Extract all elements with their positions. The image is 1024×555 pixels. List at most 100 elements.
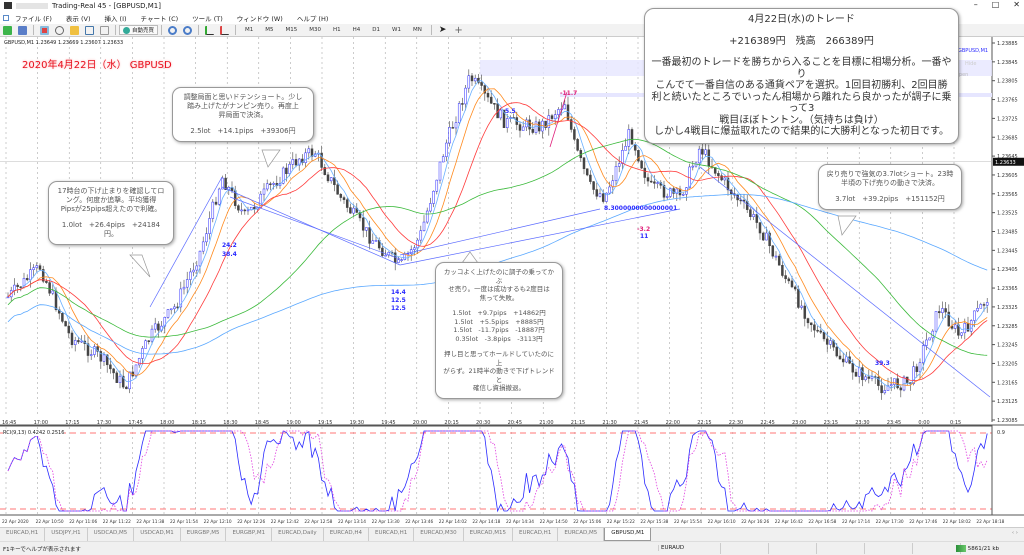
bear-candle	[368, 227, 371, 244]
tab-eurgbp-m1[interactable]: EURGBP,M1	[226, 528, 273, 541]
chart-window[interactable]: 1.23885 1.23845 1.23805 1.23765 1.23725 1.236…	[0, 8, 1024, 527]
bull-candle	[246, 209, 250, 212]
timeframe-m5[interactable]: M5	[265, 27, 274, 33]
close-button[interactable]: ✕	[1013, 0, 1020, 9]
tab-usdjpy-h1[interactable]: USDJPY,H1	[45, 528, 88, 541]
tab-eurcad-m30[interactable]: EURCAD,M30	[414, 528, 464, 541]
cursor-tool-icon[interactable]: ➤	[438, 25, 447, 35]
bull-candle	[963, 323, 967, 334]
bull-candle	[150, 328, 154, 342]
bear-candle	[672, 188, 675, 194]
terminal-icon[interactable]	[85, 25, 94, 35]
tab-usdcad-m1[interactable]: USDCAD,M1	[134, 528, 181, 541]
bull-candle	[928, 337, 931, 341]
tester-icon[interactable]	[100, 25, 109, 35]
bear-candle	[576, 139, 579, 151]
bear-candle	[320, 152, 323, 168]
timeframe-w1[interactable]: W1	[392, 27, 401, 33]
bear-candle	[45, 281, 48, 283]
menu-window[interactable]: ウィンドウ (W)	[236, 14, 283, 23]
profiles-icon[interactable]	[18, 25, 27, 35]
menu-chart[interactable]: チャート (C)	[140, 14, 179, 23]
separator	[235, 25, 237, 35]
tab-eurcad-m5[interactable]: EURCAD,M5	[558, 528, 605, 541]
price-label: 1.23405	[997, 267, 1018, 273]
bear-candle	[112, 368, 115, 374]
bear-candle	[489, 96, 493, 104]
folder-icon[interactable]	[70, 25, 79, 35]
symbol-header: GBPUSD,M1 1.23649 1.23669 1.23607 1.2363…	[4, 40, 124, 46]
bear-candle	[899, 387, 903, 391]
callout-tail	[837, 215, 857, 236]
tab-eurcad-h1[interactable]: EURCAD,H1	[0, 528, 46, 541]
bear-candle	[294, 159, 298, 166]
bull-candle	[272, 183, 275, 185]
trade-line	[221, 186, 401, 266]
timeframe-m15[interactable]: M15	[285, 27, 298, 33]
open-label[interactable]: Open	[955, 72, 969, 78]
time-label: 19:30	[350, 420, 364, 426]
bottom-time-label: 22 Apr 17:30	[876, 519, 904, 525]
bear-candle	[61, 312, 64, 322]
bear-candle	[771, 245, 775, 257]
tab-eurcad-h1[interactable]: EURCAD,H1	[369, 528, 415, 541]
minimize-button[interactable]: –	[973, 0, 978, 9]
bear-candle	[19, 286, 23, 289]
market-watch-icon[interactable]	[40, 25, 49, 35]
price-label: 1.23485	[997, 230, 1018, 236]
tab-eurcad-m15[interactable]: EURCAD,M15	[464, 528, 514, 541]
tab-usdcad-m5[interactable]: USDCAD,M5	[88, 528, 135, 541]
auto-scroll-icon[interactable]	[220, 25, 230, 35]
bull-candle	[457, 103, 461, 123]
menu-file[interactable]: ファイル (F)	[15, 14, 52, 23]
bull-candle	[445, 142, 448, 157]
bear-candle	[646, 177, 650, 182]
timeframe-h1[interactable]: H1	[333, 27, 341, 33]
bear-candle	[653, 181, 656, 184]
auto-trading-button[interactable]: 自動売買	[119, 25, 159, 35]
bull-candle	[454, 122, 458, 129]
new-chart-icon[interactable]	[3, 25, 12, 35]
menu-help[interactable]: ヘルプ (H)	[296, 14, 329, 23]
menu-tools[interactable]: ツール (T)	[192, 14, 223, 23]
tab-scroll-arrows[interactable]: ‹ ›	[1011, 530, 1018, 536]
bull-candle	[614, 166, 618, 182]
timeframe-d1[interactable]: D1	[372, 27, 381, 33]
trade-line	[149, 176, 223, 308]
zoom-out-icon[interactable]	[183, 25, 193, 35]
bear-candle	[582, 157, 586, 170]
chart-window-icon[interactable]	[3, 14, 9, 21]
bear-candle	[345, 199, 349, 208]
tab-eurgbp-m5[interactable]: EURGBP,M5	[181, 528, 227, 541]
bottom-time-label: 22 Apr 15:22	[607, 519, 635, 525]
timeframe-m30[interactable]: M30	[309, 27, 322, 33]
window-title: Trading-Real 45 - [GBPUSD,M1]	[52, 1, 161, 10]
menu-view[interactable]: 表示 (V)	[65, 14, 91, 23]
timeframe-mn[interactable]: MN	[412, 27, 422, 33]
bear-candle	[326, 174, 330, 182]
bear-candle	[310, 148, 314, 157]
ma-slow-line	[7, 138, 988, 356]
hide-label[interactable]: Hide	[965, 61, 977, 67]
maximize-button[interactable]: □	[991, 0, 1000, 9]
bear-candle	[592, 181, 595, 190]
tab-eurcad-daily[interactable]: EURCAD,Daily	[272, 528, 324, 541]
chart-shift-icon[interactable]	[205, 25, 215, 35]
crosshair-navigator-icon[interactable]	[55, 25, 64, 35]
menu-insert[interactable]: 挿入 (I)	[104, 14, 127, 23]
timeframe-h4[interactable]: H4	[352, 27, 361, 33]
bear-candle	[937, 311, 941, 314]
timeframe-m1[interactable]: M1	[245, 27, 254, 33]
zoom-in-icon[interactable]	[168, 25, 178, 35]
bottom-time-label: 22 Apr 11:22	[103, 519, 131, 525]
tab-gbpusd-m1[interactable]: GBPUSD,M1	[604, 528, 652, 541]
bull-candle	[499, 109, 503, 119]
bear-candle	[630, 129, 634, 145]
bull-candle	[624, 146, 627, 151]
bull-candle	[32, 267, 35, 270]
bull-candle	[297, 158, 301, 166]
crosshair-tool-icon[interactable]: +	[454, 24, 463, 36]
tab-eurcad-h1[interactable]: EURCAD,H1	[513, 528, 559, 541]
tab-eurcad-h4[interactable]: EURCAD,H4	[324, 528, 369, 541]
bull-candle	[371, 240, 375, 244]
